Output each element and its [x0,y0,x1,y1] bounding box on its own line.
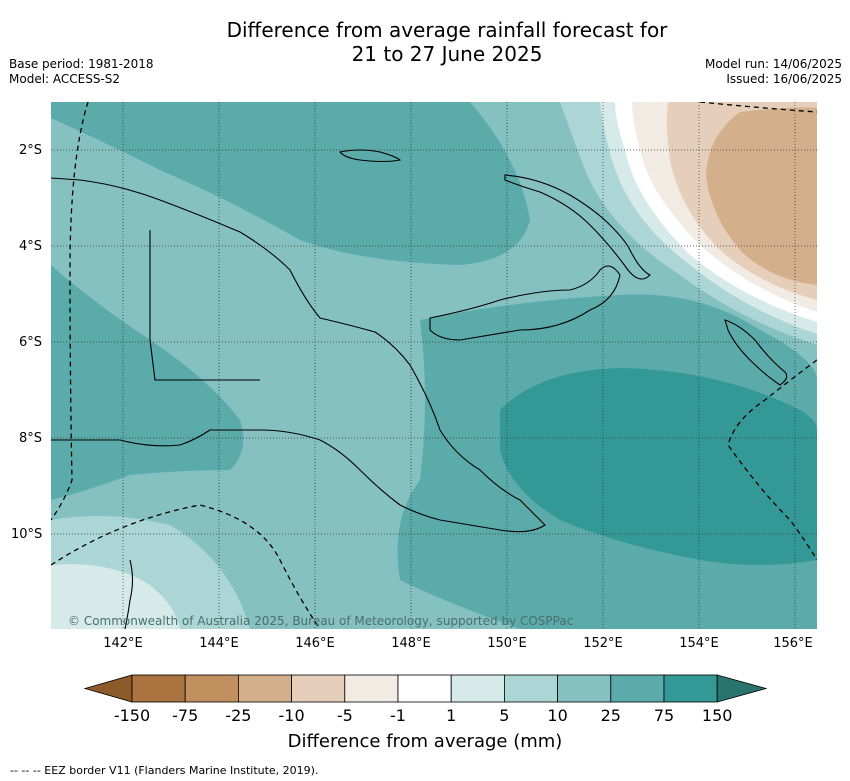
colorbar-tick-label: -75 [172,706,199,725]
colorbar-tick-label: -1 [390,706,406,725]
lon-label: 156°E [773,636,813,651]
manus-coastline [338,149,402,163]
lon-label: 146°E [295,636,335,651]
new-ireland-coastline [504,174,651,280]
anomaly-band-25-75 [51,102,530,265]
colorbar-tick-label: 25 [600,706,621,725]
colorbar-tick-label: 1 [446,706,457,725]
anomaly-band-1-5-sw [51,564,180,629]
lon-label: 142°E [103,636,143,651]
new-guinea-coastline [51,177,546,533]
colorbar-tick-label: 5 [499,706,510,725]
title-line-2: 21 to 27 June 2025 [351,42,543,66]
colorbar-extend-low [83,674,133,703]
map-title: Difference from average rainfall forecas… [0,18,850,66]
colorbar-tick-label: -25 [225,706,252,725]
title-line-1: Difference from average rainfall forecas… [226,18,668,42]
graticule [51,102,817,629]
lat-label: 4°S [19,239,43,254]
model-run: Model run: 14/06/2025 [704,57,842,71]
lon-label: 154°E [679,636,719,651]
meta-left: Base period: 1981-2018 Model: ACCESS-S2 [9,57,154,87]
lon-label: 150°E [487,636,527,651]
anomaly-band-75-150 [500,368,817,565]
colorbar-tick-label: 150 [701,706,733,725]
meta-right: Model run: 14/06/2025 Issued: 16/06/2025 [705,57,842,87]
colorbar-tick-label: 10 [547,706,568,725]
colorbar-tick-label: 75 [653,706,675,725]
anomaly-band-25-75-west [51,265,244,500]
colorbar-title: Difference from average (mm) [287,731,563,752]
colorbar-segment [344,674,399,703]
colorbar-extend-high [716,674,768,703]
eez-border-west [51,102,89,521]
papua-province-border [149,230,260,381]
colorbar-segment [450,674,505,703]
colorbar-segment [291,674,346,703]
coastlines [51,149,788,629]
lon-label: 144°E [199,636,239,651]
eez-border-northeast [699,102,817,113]
lat-label: 8°S [19,431,43,446]
colorbar-segment [663,674,718,703]
lat-label: 6°S [19,335,43,350]
lat-label: 10°S [11,527,43,542]
colorbar-segment [397,674,452,703]
colorbar-segment [184,674,239,703]
anomaly-band-minus-25-10 [706,107,817,285]
colorbar-segment [131,674,186,703]
model-name: Model: ACCESS-S2 [9,72,121,86]
colorbar-segments [83,674,768,703]
colorbar-tick-label: -5 [336,706,353,725]
lon-label: 148°E [391,636,431,651]
colorbar-segment [237,674,292,703]
issued-date: Issued: 16/06/2025 [726,72,842,86]
colorbar-segment [610,674,665,703]
colorbar-tick-label: -10 [278,706,305,725]
lon-label: 152°E [583,636,623,651]
eez-footnote: -- -- -- EEZ border V11 (Flanders Marine… [10,764,319,777]
eez-borders [51,102,817,629]
lat-label: 2°S [19,143,43,158]
base-period: Base period: 1981-2018 [9,57,154,71]
colorbar-segment [557,674,612,703]
bougainville-coastline [724,319,788,386]
copyright-notice: © Commonwealth of Australia 2025, Bureau… [68,614,574,628]
colorbar-tick-label: -150 [113,706,151,725]
new-britain-coastline [429,265,621,341]
colorbar-segment [503,674,558,703]
cape-york-coastline [124,559,134,629]
